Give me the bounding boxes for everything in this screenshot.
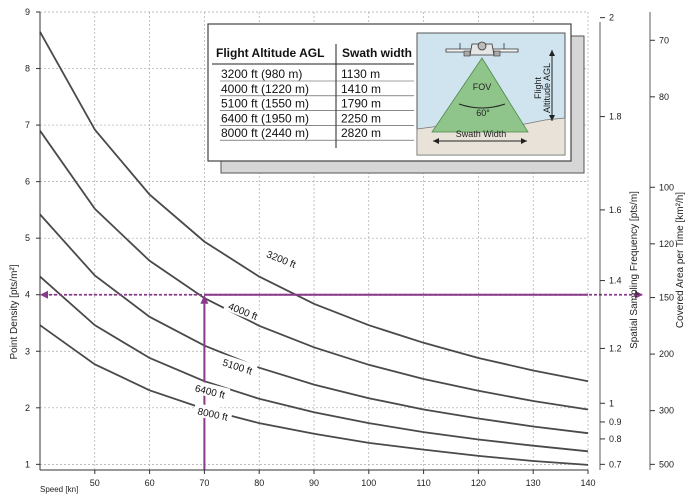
x-tick-label: 90 (309, 478, 319, 488)
curve-label-background (261, 245, 302, 272)
table-header-swath: Swath width (342, 46, 412, 60)
y-tick-label: 1 (25, 459, 30, 469)
curve-label-group: 5100 ft (217, 353, 258, 378)
fov-label: FOV (473, 82, 492, 92)
table-cell-swath: 2820 m (341, 126, 381, 140)
x-tick-label: 50 (90, 478, 100, 488)
table-cell-altitude: 5100 ft (1550 m) (221, 97, 309, 111)
aircraft-icon (445, 41, 519, 57)
altitude-arrowhead-top (549, 50, 555, 56)
table-cell-swath: 1130 m (341, 67, 380, 81)
x-tick-label: 130 (526, 478, 541, 488)
series-line-6400-ft (39, 275, 589, 453)
x-axis-title: Speed [kn] (40, 485, 78, 494)
y2-axis-title: Spatial Sampling Frequency [pts/m] (629, 191, 640, 349)
x-tick-label: 120 (471, 478, 486, 488)
x-tick-label: 60 (145, 478, 155, 488)
table-rows: 3200 ft (980 m) 1130 m 4000 ft (1220 m) 141… (220, 67, 414, 141)
y2-tick-label: 1.8 (609, 112, 622, 122)
table-header-altitude: Flight Altitude AGL (216, 46, 324, 60)
series-line-8000-ft (39, 324, 589, 466)
guide-arrowhead-up (200, 294, 209, 304)
y2-tick-label: 1.4 (609, 276, 622, 286)
x-tick-label: 70 (199, 478, 209, 488)
y-tick-label: 9 (25, 7, 30, 17)
y3-tick-label: 80 (659, 92, 669, 102)
curves (39, 31, 589, 466)
y2-tick-label: 1.6 (609, 205, 622, 215)
y3-tick-label: 500 (659, 459, 674, 469)
y-tick-label: 3 (25, 346, 30, 356)
y2-tick-label: 0.9 (609, 417, 622, 427)
curve-label-background (192, 402, 233, 424)
y3-axis-title: Covered Area per Time [km²/h] (675, 192, 686, 328)
table-cell-altitude: 8000 ft (2440 m) (221, 126, 309, 140)
guide-arrowhead-left (40, 290, 48, 299)
swath-arrowhead-right (521, 138, 527, 144)
x-tick-label: 100 (361, 478, 376, 488)
table-cell-altitude: 4000 ft (1220 m) (221, 82, 309, 96)
y3-tick-label: 300 (659, 406, 674, 416)
y2-tick-label: 0.7 (609, 459, 622, 469)
table-cell-swath: 2250 m (341, 111, 381, 125)
fov-diagram: FOV 60° Swath Width Flight Altitude AGL (416, 32, 566, 156)
y3-tick-label: 120 (659, 239, 674, 249)
curve-label-group: 3200 ft (261, 245, 302, 272)
y2-tick-label: 2 (609, 13, 614, 23)
y-axis-title: Point Density [pts/m²] (9, 264, 20, 359)
y-tick-label: 4 (25, 290, 30, 300)
y3-tick-label: 150 (659, 293, 674, 303)
y-tick-label: 8 (25, 64, 30, 74)
altitude-label-line1: Flight (533, 77, 543, 100)
guide-arrowhead-right (635, 290, 643, 299)
altitude-arrowhead-bottom (549, 115, 555, 121)
axes: 1 2 3 4 5 6 7 8 9 50 60 70 80 90 100 110 120 130 140 0.7 0.8… (25, 7, 674, 488)
y-tick-label: 2 (25, 403, 30, 413)
altitude-label-line2: Altitude AGL (542, 63, 552, 113)
swath-arrowhead-left (433, 138, 439, 144)
y2-tick-label: 0.8 (609, 434, 622, 444)
curve-label-background (223, 297, 264, 324)
fov-cone (431, 57, 529, 133)
table-cell-altitude: 6400 ft (1950 m) (221, 111, 309, 125)
x-tick-label: 140 (580, 478, 595, 488)
y2-tick-label: 1.2 (609, 343, 622, 353)
curve-label-background (190, 379, 231, 402)
curve-label-group: 4000 ft (223, 297, 264, 324)
series-line-5100-ft (39, 213, 589, 435)
y3-tick-label: 70 (659, 35, 669, 45)
y-tick-label: 5 (25, 233, 30, 243)
y3-tick-label: 200 (659, 349, 674, 359)
curve-label-group: 8000 ft (192, 402, 233, 424)
curve-label-background (217, 353, 258, 378)
table-cell-swath: 1410 m (341, 82, 381, 96)
angle-label: 60° (476, 108, 490, 118)
inset-panel: Flight Altitude AGL Swath width 3200 ft … (207, 23, 585, 174)
y2-tick-label: 1 (609, 398, 614, 408)
x-tick-label: 110 (416, 478, 430, 488)
table-cell-altitude: 3200 ft (980 m) (221, 67, 302, 81)
series-line-4000-ft (39, 130, 589, 411)
angle-arc (458, 103, 506, 109)
table-cell-swath: 1790 m (341, 97, 381, 111)
x-tick-label: 80 (254, 478, 264, 488)
series-line-3200-ft (39, 31, 589, 383)
y-tick-label: 7 (25, 120, 30, 130)
y3-tick-label: 100 (659, 182, 674, 192)
swath-width-label: Swath Width (456, 129, 507, 139)
y-tick-label: 6 (25, 177, 30, 187)
